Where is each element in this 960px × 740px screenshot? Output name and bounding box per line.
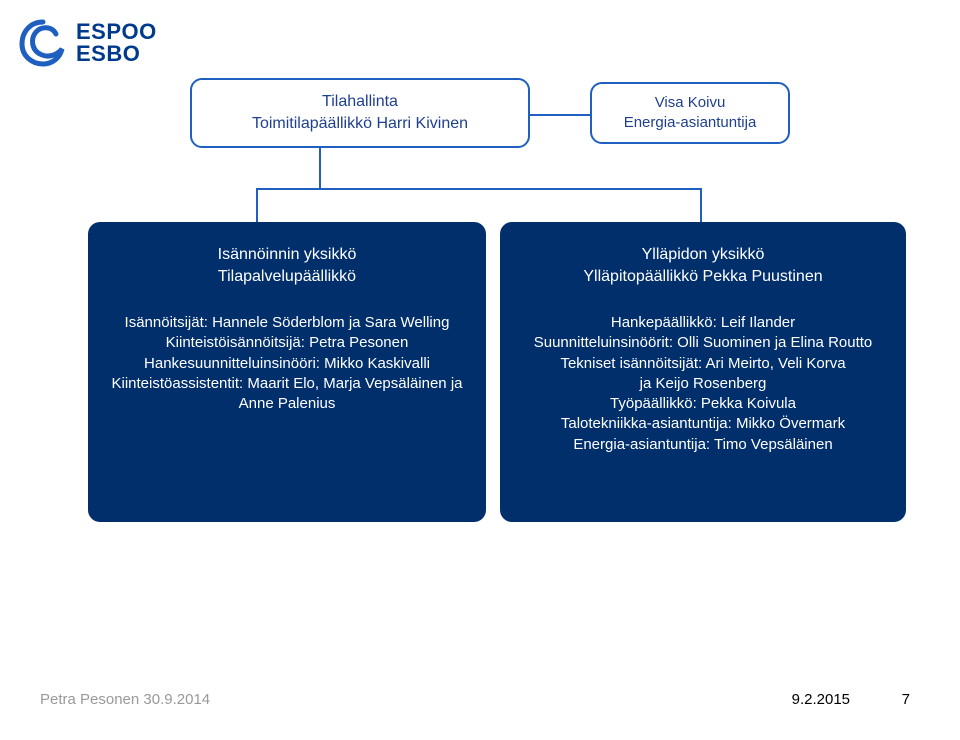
brand-line1: ESPOO (76, 21, 157, 43)
org-side-line1: Visa Koivu (606, 93, 774, 113)
org-right-box: Ylläpidon yksikkö Ylläpitopäällikkö Pekk… (500, 222, 906, 522)
footer-date: 9.2.2015 (792, 691, 850, 708)
org-top-box: Tilahallinta Toimitilapäällikkö Harri Ki… (190, 78, 530, 148)
org-top-title1: Tilahallinta (206, 91, 514, 113)
org-left-d2: Kiinteistöisännöitsijä: Petra Pesonen (106, 333, 468, 353)
org-right-d4: ja Keijo Rosenberg (512, 374, 894, 394)
connector-left-down (256, 188, 258, 222)
org-side-line2: Energia-asiantuntija (606, 113, 774, 133)
org-right-d1: Hankepäällikkö: Leif Ilander (512, 313, 894, 333)
espoo-logo-icon (18, 18, 68, 68)
footer-author: Petra Pesonen 30.9.2014 (40, 691, 210, 708)
org-right-d7: Energia-asiantuntija: Timo Vepsäläinen (512, 435, 894, 455)
org-left-d4: Kiinteistöassistentit: Maarit Elo, Marja… (106, 374, 468, 394)
org-left-box: Isännöinnin yksikkö Tilapalvelupäällikkö… (88, 222, 486, 522)
org-left-d1: Isännöitsijät: Hannele Söderblom ja Sara… (106, 313, 468, 333)
connector-hbar (256, 188, 700, 190)
connector-right-down (700, 188, 702, 222)
org-right-d6: Talotekniikka-asiantuntija: Mikko Överma… (512, 414, 894, 434)
connector-top-to-side (530, 114, 590, 116)
brand-logo: ESPOO ESBO (18, 18, 157, 68)
org-top-title2: Toimitilapäällikkö Harri Kivinen (206, 113, 514, 135)
org-side-box: Visa Koivu Energia-asiantuntija (590, 82, 790, 144)
org-right-d5: Työpäällikkö: Pekka Koivula (512, 394, 894, 414)
footer-page: 7 (902, 691, 910, 708)
org-right-title1: Ylläpidon yksikkö (512, 244, 894, 266)
org-left-d3: Hankesuunnitteluinsinööri: Mikko Kaskiva… (106, 354, 468, 374)
org-left-title1: Isännöinnin yksikkö (106, 244, 468, 266)
org-left-title2: Tilapalvelupäällikkö (106, 266, 468, 288)
brand-line2: ESBO (76, 43, 157, 65)
org-left-d5: Anne Palenius (106, 394, 468, 414)
org-right-d3: Tekniset isännöitsijät: Ari Meirto, Veli… (512, 354, 894, 374)
org-right-d2: Suunnitteluinsinöörit: Olli Suominen ja … (512, 333, 894, 353)
connector-top-down (319, 148, 321, 188)
org-right-title2: Ylläpitopäällikkö Pekka Puustinen (512, 266, 894, 288)
